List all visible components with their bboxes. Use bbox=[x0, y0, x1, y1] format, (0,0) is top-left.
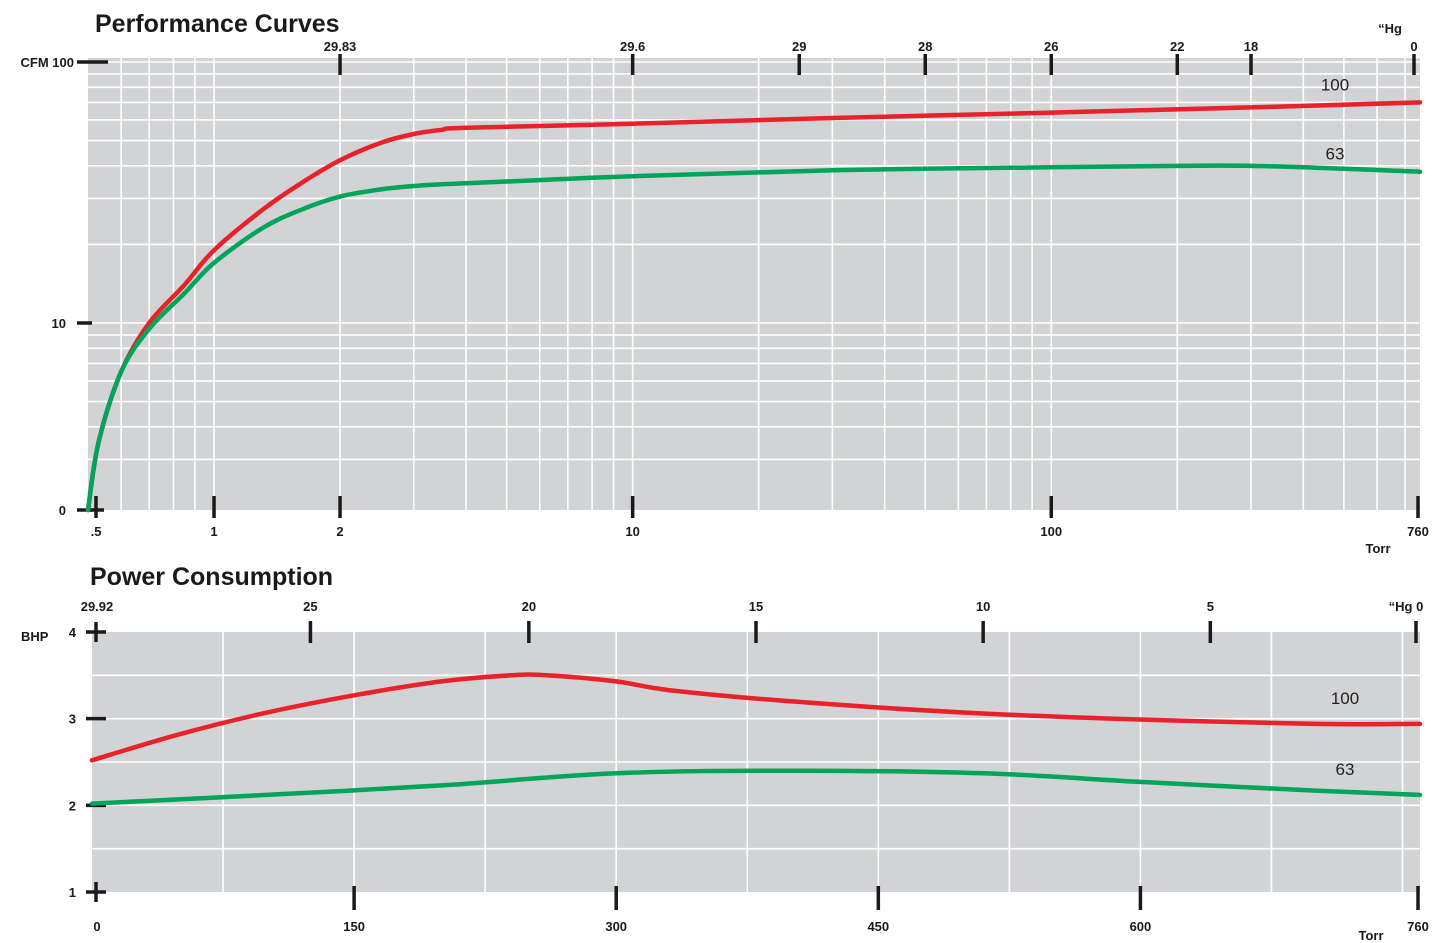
performance-plot-area bbox=[88, 58, 1420, 510]
power-ticks: 0 150 300 450 600 760 1 2 3 4 29.92 25 20 15 10 5 bbox=[69, 599, 1429, 934]
top-tick-label: 28 bbox=[918, 39, 932, 54]
y-tick-label: CFM 100 bbox=[21, 55, 74, 70]
series-63-line bbox=[85, 163, 1423, 513]
x-tick-label: 450 bbox=[867, 919, 889, 934]
y-tick-label: 10 bbox=[52, 316, 66, 331]
series-63-label: 63 bbox=[1326, 145, 1345, 164]
performance-ticks: .5 1 2 10 100 760 0 10 CFM 100 29.83 29.6 29 28 26 22 1… bbox=[21, 39, 1429, 539]
performance-top-axis-unit: “Hg bbox=[1378, 21, 1402, 36]
power-grid bbox=[92, 632, 1420, 892]
y-tick-label: 2 bbox=[69, 798, 76, 813]
top-tick-label: 0 bbox=[1410, 39, 1417, 54]
x-tick-label: 300 bbox=[605, 919, 627, 934]
y-tick-label: 1 bbox=[69, 885, 76, 900]
performance-x-axis-label: Torr bbox=[1365, 541, 1390, 556]
top-tick-label: 29.83 bbox=[324, 39, 357, 54]
performance-grid bbox=[88, 58, 1420, 510]
x-tick-label: 10 bbox=[625, 524, 639, 539]
x-tick-label: 100 bbox=[1040, 524, 1062, 539]
power-consumption-title: Power Consumption bbox=[90, 563, 333, 591]
series-100-line bbox=[85, 100, 1423, 513]
top-tick-label: 20 bbox=[522, 599, 536, 614]
performance-curves-chart: .5 1 2 10 100 760 0 10 CFM 100 29.83 29.6 29 28 26 22 1… bbox=[21, 10, 1429, 556]
top-tick-label: 18 bbox=[1244, 39, 1258, 54]
x-tick-label: 1 bbox=[210, 524, 217, 539]
top-tick-label: 5 bbox=[1207, 599, 1214, 614]
series-100-label: 100 bbox=[1331, 689, 1359, 708]
series-63-line bbox=[89, 768, 1423, 806]
y-tick-label: 3 bbox=[69, 712, 76, 727]
series-100-label: 100 bbox=[1321, 75, 1349, 94]
x-tick-label: 0 bbox=[93, 919, 100, 934]
top-tick-label: 15 bbox=[749, 599, 763, 614]
power-consumption-chart: 0 150 300 450 600 760 1 2 3 4 29.92 25 20 15 10 5 100 63… bbox=[21, 563, 1429, 943]
power-y-axis-label: BHP bbox=[21, 629, 49, 644]
x-tick-label: 2 bbox=[336, 524, 343, 539]
x-tick-label: 760 bbox=[1407, 524, 1429, 539]
power-x-axis-label: Torr bbox=[1358, 928, 1383, 943]
x-tick-label: 760 bbox=[1407, 919, 1429, 934]
x-tick-label: 150 bbox=[343, 919, 365, 934]
top-tick-label: 29.6 bbox=[620, 39, 645, 54]
top-tick-label: 26 bbox=[1044, 39, 1058, 54]
series-63-label: 63 bbox=[1336, 760, 1355, 779]
performance-series: 100 63 bbox=[85, 75, 1423, 513]
performance-curves-title: Performance Curves bbox=[95, 10, 340, 38]
x-tick-label: .5 bbox=[91, 524, 102, 539]
top-tick-label: 25 bbox=[303, 599, 317, 614]
power-series: 100 63 bbox=[89, 672, 1423, 806]
series-100-line bbox=[89, 672, 1423, 763]
y-tick-label: 0 bbox=[59, 503, 66, 518]
y-tick-label: 4 bbox=[69, 625, 77, 640]
x-tick-label: 600 bbox=[1130, 919, 1152, 934]
top-tick-label: 10 bbox=[976, 599, 990, 614]
top-tick-label: 22 bbox=[1170, 39, 1184, 54]
top-tick-label: 29.92 bbox=[81, 599, 114, 614]
power-top-axis-unit: “Hg 0 bbox=[1389, 599, 1424, 614]
top-tick-label: 29 bbox=[792, 39, 806, 54]
